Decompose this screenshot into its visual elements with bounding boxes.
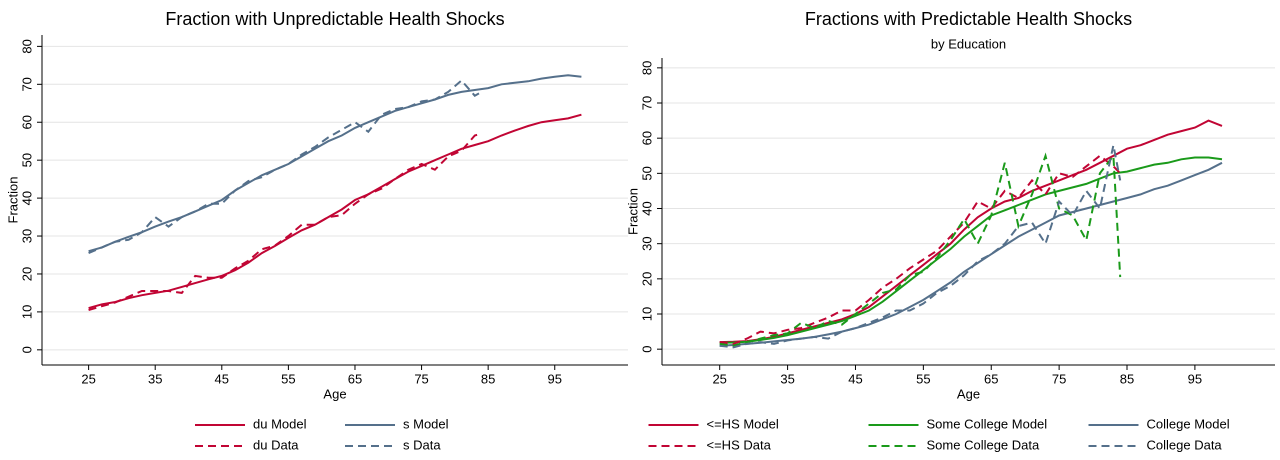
y-tick-label: 70: [639, 96, 654, 110]
x-tick-label: 85: [1120, 371, 1134, 386]
x-tick-label: 95: [548, 371, 562, 386]
y-tick-label: 40: [19, 191, 34, 205]
data-line: [719, 152, 1122, 347]
x-tick-label: 85: [481, 371, 495, 386]
y-tick-label: 70: [19, 77, 34, 91]
x-tick-label: 45: [848, 371, 862, 386]
x-tick-label: 55: [916, 371, 930, 386]
x-tick-label: 65: [984, 371, 998, 386]
legend-label: du Data: [253, 437, 299, 452]
legend-label: s Model: [403, 416, 449, 431]
x-axis-label: Age: [323, 386, 346, 401]
x-tick-label: 75: [414, 371, 428, 386]
y-axis-label: Fraction: [5, 177, 20, 224]
legend-label: <=HS Model: [707, 416, 779, 431]
data-line: [88, 74, 582, 253]
x-tick-label: 35: [780, 371, 794, 386]
y-tick-label: 80: [639, 61, 654, 75]
y-tick-label: 20: [639, 272, 654, 286]
legend-label: Some College Data: [927, 437, 1040, 452]
x-tick-label: 75: [1052, 371, 1066, 386]
y-axis-label: Fraction: [625, 188, 640, 235]
y-tick-label: 30: [19, 229, 34, 243]
y-tick-label: 50: [639, 166, 654, 180]
legend-label: <=HS Data: [707, 437, 772, 452]
x-tick-label: 25: [712, 371, 726, 386]
y-tick-label: 50: [19, 153, 34, 167]
x-tick-label: 65: [348, 371, 362, 386]
data-line: [719, 161, 1223, 347]
legend-label: du Model: [253, 416, 307, 431]
data-line: [88, 132, 482, 311]
x-tick-label: 25: [81, 371, 95, 386]
legend-label: College Model: [1147, 416, 1230, 431]
chart-subtitle: by Education: [931, 36, 1006, 51]
y-tick-label: 20: [19, 267, 34, 281]
data-line: [719, 144, 1122, 349]
data-line: [719, 154, 1121, 345]
legend-label: College Data: [1147, 437, 1223, 452]
y-tick-label: 40: [639, 201, 654, 215]
x-tick-label: 55: [281, 371, 295, 386]
x-tick-label: 95: [1188, 371, 1202, 386]
y-tick-label: 0: [639, 346, 654, 353]
chart-title: Fraction with Unpredictable Health Shock…: [165, 9, 504, 29]
x-tick-label: 45: [215, 371, 229, 386]
data-line: [719, 119, 1223, 344]
y-tick-label: 10: [19, 305, 34, 319]
y-tick-label: 80: [19, 39, 34, 53]
y-tick-label: 10: [639, 307, 654, 321]
data-line: [719, 156, 1223, 344]
data-line: [88, 79, 482, 255]
data-line: [88, 113, 582, 310]
y-tick-label: 60: [19, 115, 34, 129]
y-tick-label: 30: [639, 236, 654, 250]
x-tick-label: 35: [148, 371, 162, 386]
legend-label: Some College Model: [927, 416, 1048, 431]
chart-title: Fractions with Predictable Health Shocks: [805, 9, 1132, 29]
legend-label: s Data: [403, 437, 441, 452]
y-tick-label: 0: [19, 346, 34, 353]
x-axis-label: Age: [957, 386, 980, 401]
y-tick-label: 60: [639, 131, 654, 145]
